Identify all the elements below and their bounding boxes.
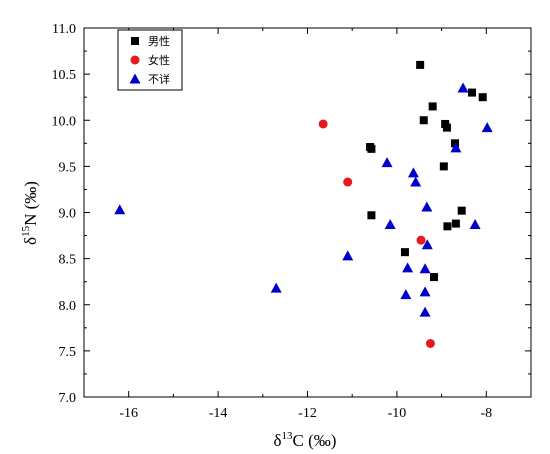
data-point-circle: [416, 235, 426, 245]
data-point-square: [442, 123, 451, 132]
data-point-triangle: [381, 157, 393, 168]
data-point-square: [443, 222, 452, 231]
series-triangle: [114, 82, 493, 317]
data-point-square: [451, 219, 460, 228]
data-point-square: [416, 60, 425, 69]
x-tick-label: -16: [119, 406, 138, 421]
x-axis-title: δ13C (‰): [274, 430, 337, 450]
y-tick-label: 9.5: [59, 160, 77, 175]
x-tick-label: -12: [298, 406, 317, 421]
data-point-triangle: [457, 82, 469, 93]
data-point-triangle: [481, 122, 493, 133]
y-tick-label: 10.5: [52, 68, 77, 83]
y-tick-label: 10.0: [52, 114, 77, 129]
data-point-triangle: [402, 262, 414, 273]
y-tick-label: 7.0: [59, 391, 77, 406]
y-tick-label: 9.0: [59, 207, 77, 222]
data-point-square: [439, 162, 448, 171]
y-axis-title: δ15N (‰): [20, 181, 40, 245]
y-axis-title-superscript: 15: [20, 225, 32, 237]
data-point-triangle: [384, 218, 396, 229]
legend-box: [117, 29, 183, 91]
data-point-triangle: [114, 204, 126, 215]
data-point-triangle: [400, 289, 412, 300]
y-axis-title-rest: N (‰): [21, 181, 40, 226]
legend-marker-circle: [130, 55, 140, 65]
y-tick-label: 7.5: [59, 345, 77, 360]
data-point-triangle: [342, 250, 354, 261]
data-point-circle: [343, 177, 353, 187]
data-point-square: [400, 248, 409, 257]
data-point-square: [457, 206, 466, 215]
data-point-triangle: [419, 306, 431, 317]
data-point-square: [467, 88, 476, 97]
y-axis-title-delta: δ: [21, 237, 40, 245]
x-tick-label: -10: [388, 406, 407, 421]
y-tick-label: 8.0: [59, 299, 77, 314]
data-point-triangle: [419, 263, 431, 274]
data-point-square: [430, 273, 439, 282]
data-point-triangle: [421, 201, 433, 212]
legend-label: 男性: [148, 34, 170, 48]
data-point-triangle: [450, 142, 462, 153]
y-tick-label: 11.0: [52, 22, 76, 37]
x-tick-label: -14: [209, 406, 228, 421]
legend-marker-triangle: [129, 73, 141, 84]
data-point-square: [367, 211, 376, 220]
data-point-square: [428, 102, 437, 111]
data-point-triangle: [421, 239, 433, 250]
data-point-circle: [425, 338, 435, 348]
x-axis-title-rest: C (‰): [293, 431, 337, 450]
data-point-triangle: [407, 167, 419, 178]
legend-label: 不详: [148, 72, 170, 86]
data-points: [114, 60, 493, 348]
series-square: [366, 60, 487, 282]
legend-marker-square: [131, 37, 139, 45]
x-tick-label: -8: [480, 406, 492, 421]
x-axis-title-delta: δ: [274, 431, 282, 450]
series-circle: [318, 119, 435, 348]
data-point-square: [419, 116, 428, 125]
data-point-circle: [318, 119, 328, 129]
axis-ticks: -16 -14 -12 -10 -8 7.0 7.5 8.0 8.5 9.0 9.5 10.0 10.5…: [52, 22, 532, 421]
legend-label: 女性: [148, 53, 170, 67]
data-point-triangle: [270, 282, 282, 293]
data-point-triangle: [469, 218, 481, 229]
data-point-triangle: [419, 286, 431, 297]
data-point-square: [478, 93, 487, 102]
data-point-square: [451, 139, 460, 148]
x-axis-title-superscript: 13: [282, 430, 294, 442]
data-point-triangle: [410, 176, 422, 187]
y-tick-label: 8.5: [59, 253, 77, 268]
data-point-square: [367, 144, 376, 153]
